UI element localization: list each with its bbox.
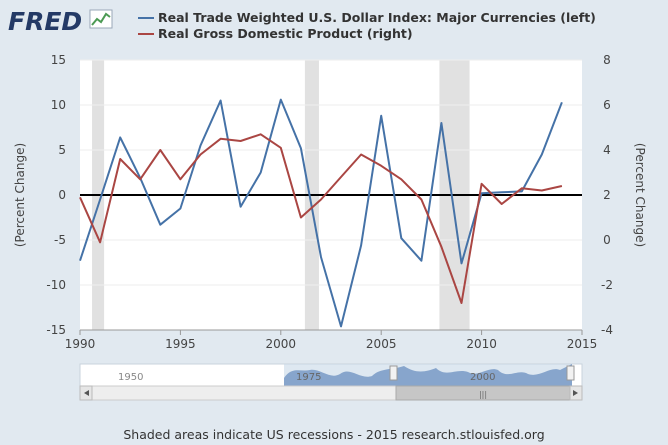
right-tick-label: -2 [601, 278, 613, 292]
scrollbar-grip: ||| [479, 390, 487, 399]
legend-label-gdp: Real Gross Domestic Product (right) [158, 26, 413, 41]
scroll-left-arrow-icon [84, 390, 89, 396]
left-tick-label: 15 [51, 53, 66, 67]
navigator-label-2000: 2000 [470, 372, 495, 383]
left-tick-label: -15 [46, 323, 66, 337]
right-axis-label: (Percent Change) [633, 143, 647, 247]
right-tick-label: 2 [603, 188, 611, 202]
navigator-label-1950: 1950 [118, 372, 143, 383]
scrollbar[interactable]: ||| [79, 385, 583, 401]
x-tick-label: 2015 [567, 337, 598, 351]
fred-logo-icon [89, 9, 113, 29]
left-tick-label: 5 [58, 143, 66, 157]
x-tick-label: 1990 [65, 337, 96, 351]
legend-label-dollar-index: Real Trade Weighted U.S. Dollar Index: M… [158, 10, 596, 25]
scroll-right-arrow-icon [573, 390, 578, 396]
series-lines [79, 98, 563, 328]
left-tick-label: 10 [51, 98, 66, 112]
right-tick-label: 8 [603, 53, 611, 67]
left-tick-label: -5 [54, 233, 66, 247]
x-axis-ticks: 1990 1995 2000 2005 2010 2015 [65, 329, 598, 351]
right-tick-label: -4 [601, 323, 613, 337]
navigator-right-handle[interactable] [566, 365, 575, 381]
x-tick-label: 2005 [366, 337, 397, 351]
x-tick-label: 2000 [266, 337, 297, 351]
navigator[interactable]: 1950 1975 2000 [79, 363, 583, 387]
navigator-series-shape [284, 364, 572, 386]
navigator-left-handle[interactable] [389, 365, 398, 381]
series-line-dollar-index [79, 98, 563, 328]
legend: Real Trade Weighted U.S. Dollar Index: M… [138, 10, 596, 41]
right-axis-ticks: 8 6 4 2 0 -2 -4 [601, 53, 613, 337]
left-axis-ticks: 15 10 5 0 -5 -10 -15 [46, 53, 66, 337]
left-axis-label: (Percent Change) [13, 143, 27, 247]
right-tick-label: 0 [603, 233, 611, 247]
header: FRED Real Trade Weighted U.S. Dollar Ind… [8, 7, 596, 41]
footer-note: Shaded areas indicate US recessions - 20… [123, 427, 544, 442]
x-tick-label: 2010 [466, 337, 497, 351]
x-tick-label: 1995 [165, 337, 196, 351]
fred-logo-text: FRED [8, 7, 82, 36]
left-tick-label: 0 [58, 188, 66, 202]
series-line-gdp [79, 133, 563, 304]
right-tick-label: 6 [603, 98, 611, 112]
navigator-label-1975: 1975 [296, 372, 321, 383]
right-tick-label: 4 [603, 143, 611, 157]
left-tick-label: -10 [46, 278, 66, 292]
